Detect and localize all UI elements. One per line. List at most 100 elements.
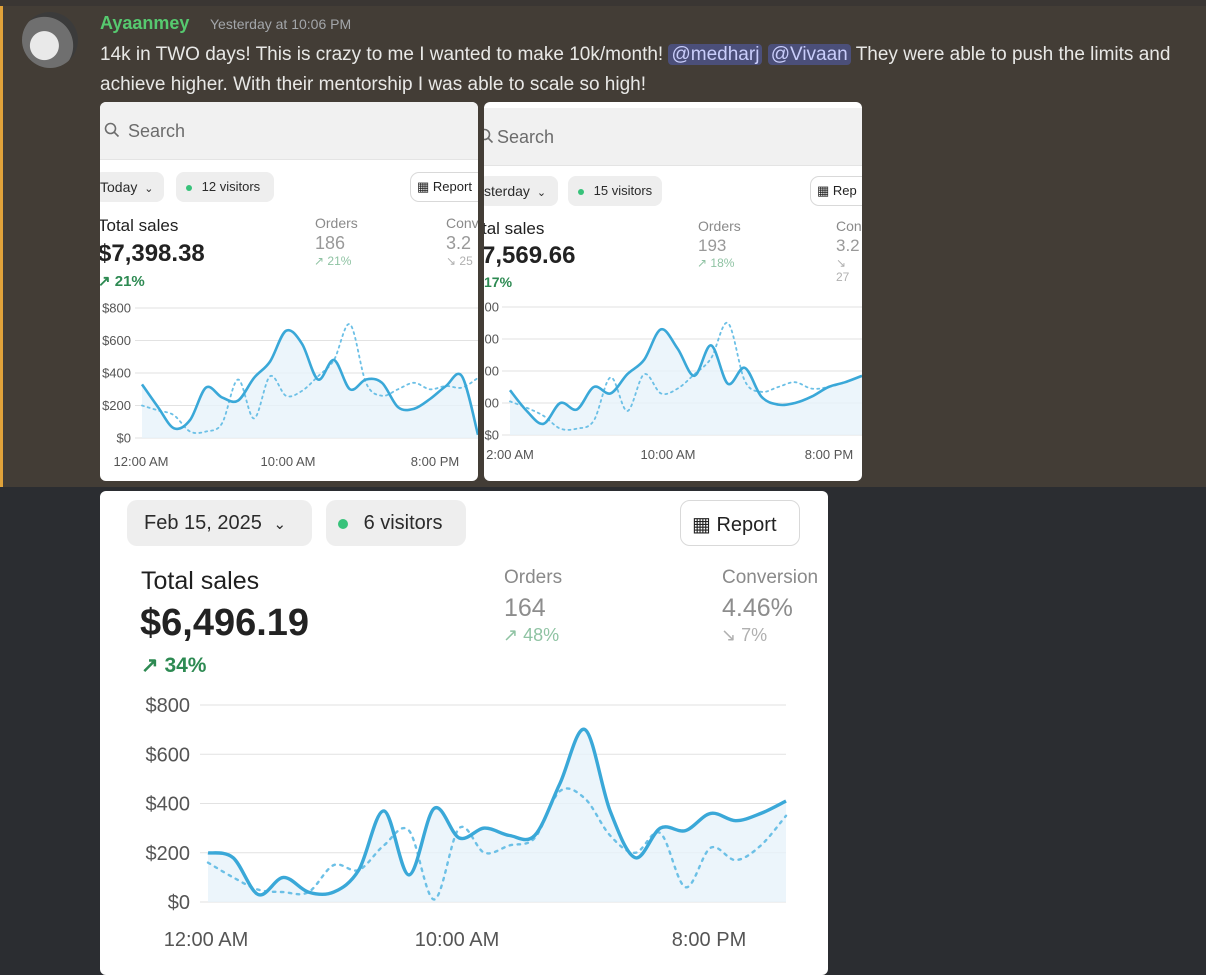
conversion-value: 3.2	[446, 233, 472, 253]
arrow-down-right-icon: ↘	[721, 625, 737, 645]
sales-chart: 00 00 00 00 $0 2:00 AM 10:00 AM 8:00 PM	[485, 300, 862, 462]
y-tick-label: $800	[102, 301, 131, 316]
visitors-badge: 15 visitors	[568, 176, 662, 206]
comparison-series-line	[206, 787, 788, 901]
x-tick-label: 8:00 PM	[805, 447, 853, 462]
avatar[interactable]	[22, 12, 78, 68]
arrow-up-right-icon: ↗	[697, 256, 708, 270]
total-sales-value: $6,496.19	[140, 602, 310, 644]
x-tick-label: 8:00 PM	[672, 929, 746, 951]
report-button[interactable]: ▦ Rep	[810, 176, 862, 206]
search-icon	[104, 122, 120, 138]
mention-medharj[interactable]: @medharj	[668, 44, 763, 65]
report-button[interactable]: ▦ Report	[410, 172, 478, 202]
x-tick-label: 10:00 AM	[641, 447, 696, 462]
visitors-count: 6 visitors	[363, 512, 443, 534]
y-tick-label: 00	[485, 300, 499, 315]
y-tick-label: $800	[146, 695, 191, 717]
conversion-change-value: 7%	[741, 625, 768, 645]
conversion-label: Con	[836, 218, 862, 234]
conversion-change: ↘ 27	[836, 256, 862, 284]
total-sales-label: Total sales	[100, 216, 179, 235]
live-dot-icon	[186, 184, 192, 191]
y-tick-label: $200	[146, 843, 191, 865]
arrow-up-right-icon: ↗	[100, 273, 111, 290]
search-icon	[484, 128, 494, 144]
live-dot-icon	[338, 518, 348, 529]
total-sales-label: tal sales	[484, 219, 545, 238]
y-tick-label: 00	[485, 364, 499, 379]
orders-change-value: 48%	[523, 625, 560, 645]
search-placeholder: Search	[497, 127, 555, 147]
conversion-label: Conv	[446, 215, 478, 231]
search-bar[interactable]: Search	[100, 102, 478, 160]
date-filter-dropdown[interactable]: sterday ⌄	[484, 176, 558, 206]
x-tick-label: 8:00 PM	[411, 454, 459, 469]
x-tick-label: 2:00 AM	[486, 447, 534, 462]
search-bar[interactable]: Search	[484, 108, 862, 166]
report-label: Report	[716, 514, 777, 536]
visitors-badge: 12 visitors	[176, 172, 274, 202]
report-icon: ▦	[692, 514, 711, 536]
sales-series-line	[508, 328, 862, 426]
conversion-value: 3.2	[836, 236, 860, 255]
comparison-series-line	[509, 322, 862, 431]
conversion-change: ↘ 7%	[721, 625, 767, 646]
report-button[interactable]: ▦ Report	[680, 500, 800, 546]
date-filter-dropdown[interactable]: Feb 15, 2025 ⌄	[127, 500, 312, 546]
chevron-down-icon: ⌄	[536, 187, 547, 199]
sales-chart: $800 $600 $400 $200 $0 12:00 AM 10:00 AM 8:00 P…	[146, 695, 788, 951]
conversion-label: Conversion	[722, 567, 819, 588]
live-dot-icon	[578, 188, 584, 195]
orders-change-value: 21%	[327, 254, 352, 268]
y-tick-label: $0	[168, 892, 190, 914]
divider	[0, 0, 1206, 6]
mention-vivaan[interactable]: @Vivaan	[767, 44, 851, 65]
arrow-up-right-icon: ↗	[314, 254, 325, 268]
attachment-image-1[interactable]: Search Today ⌄ 12 visitors ▦ Report Tota…	[100, 102, 478, 481]
y-tick-label: $0	[117, 431, 131, 446]
y-tick-label: 00	[485, 332, 499, 347]
report-label: Rep	[832, 183, 857, 198]
total-sales-value: 7,569.66	[484, 242, 576, 269]
report-icon: ▦	[817, 183, 830, 198]
y-tick-label: $600	[102, 333, 131, 348]
message-timestamp: Yesterday at 10:06 PM	[210, 16, 352, 32]
attachment-image-2[interactable]: Search sterday ⌄ 15 visitors ▦ Rep tal s…	[484, 102, 862, 481]
x-tick-label: 12:00 AM	[164, 929, 249, 951]
report-icon: ▦	[417, 179, 430, 194]
date-filter-label: Feb 15, 2025	[144, 512, 262, 534]
orders-change: ↗ 48%	[503, 625, 559, 646]
comparison-series-line	[141, 323, 478, 434]
conversion-change: ↘ 25	[446, 254, 473, 268]
y-tick-label: $400	[146, 794, 191, 816]
y-tick-label: $600	[146, 744, 191, 766]
orders-change: ↗ 21%	[314, 254, 351, 268]
total-sales-change-value: 34%	[164, 654, 207, 677]
attachment-image-3[interactable]: Feb 15, 2025 ⌄ 6 visitors ▦ Report Total…	[100, 491, 828, 975]
area-fill	[208, 729, 786, 902]
sales-series-line	[140, 328, 478, 436]
arrow-up-right-icon: ↗	[141, 654, 159, 677]
sales-series-line	[207, 727, 787, 897]
search-placeholder: Search	[128, 121, 186, 141]
date-filter-dropdown[interactable]: Today ⌄	[100, 172, 164, 202]
arrow-down-right-icon: ↘	[446, 254, 457, 268]
x-tick-label: 10:00 AM	[261, 454, 316, 469]
x-tick-label: 10:00 AM	[415, 929, 500, 951]
orders-change: ↗ 18%	[697, 256, 734, 270]
author-name[interactable]: Ayaanmey	[100, 13, 190, 33]
orders-value: 193	[698, 236, 727, 255]
total-sales-value: $7,398.38	[100, 240, 205, 267]
arrow-up-right-icon: ↗	[503, 625, 519, 645]
orders-value: 186	[315, 233, 346, 253]
chevron-down-icon: ⌄	[273, 516, 287, 533]
y-tick-label: 00	[485, 396, 499, 411]
message-text: 14k in TWO days! This is crazy to me I w…	[100, 44, 664, 65]
orders-change-value: 18%	[710, 256, 735, 270]
conversion-change-value: 27	[836, 270, 850, 284]
orders-label: Orders	[504, 567, 563, 588]
report-label: Report	[432, 179, 472, 194]
message-content: 14k in TWO days! This is crazy to me I w…	[100, 40, 1190, 100]
y-tick-label: $400	[102, 366, 131, 381]
